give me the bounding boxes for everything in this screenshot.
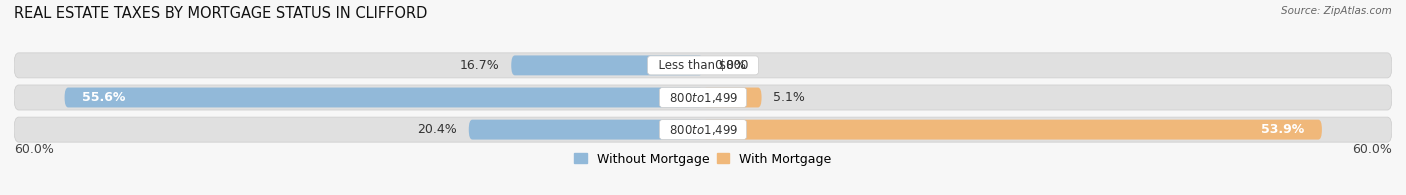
FancyBboxPatch shape (468, 120, 703, 140)
FancyBboxPatch shape (703, 120, 1322, 140)
FancyBboxPatch shape (14, 117, 1392, 142)
FancyBboxPatch shape (14, 85, 1392, 110)
Text: $800 to $1,499: $800 to $1,499 (662, 90, 744, 105)
FancyBboxPatch shape (14, 53, 1392, 78)
FancyBboxPatch shape (512, 55, 703, 75)
Text: 20.4%: 20.4% (418, 123, 457, 136)
Legend: Without Mortgage, With Mortgage: Without Mortgage, With Mortgage (574, 152, 832, 166)
Text: $800 to $1,499: $800 to $1,499 (662, 123, 744, 137)
Text: 55.6%: 55.6% (82, 91, 125, 104)
FancyBboxPatch shape (65, 88, 703, 107)
FancyBboxPatch shape (703, 88, 762, 107)
Text: 5.1%: 5.1% (773, 91, 804, 104)
Text: Less than $800: Less than $800 (651, 59, 755, 72)
Text: 53.9%: 53.9% (1261, 123, 1305, 136)
Text: 60.0%: 60.0% (1353, 143, 1392, 156)
Text: 60.0%: 60.0% (14, 143, 53, 156)
Text: 16.7%: 16.7% (460, 59, 499, 72)
Text: Source: ZipAtlas.com: Source: ZipAtlas.com (1281, 6, 1392, 16)
Text: 0.0%: 0.0% (714, 59, 747, 72)
Text: REAL ESTATE TAXES BY MORTGAGE STATUS IN CLIFFORD: REAL ESTATE TAXES BY MORTGAGE STATUS IN … (14, 6, 427, 21)
